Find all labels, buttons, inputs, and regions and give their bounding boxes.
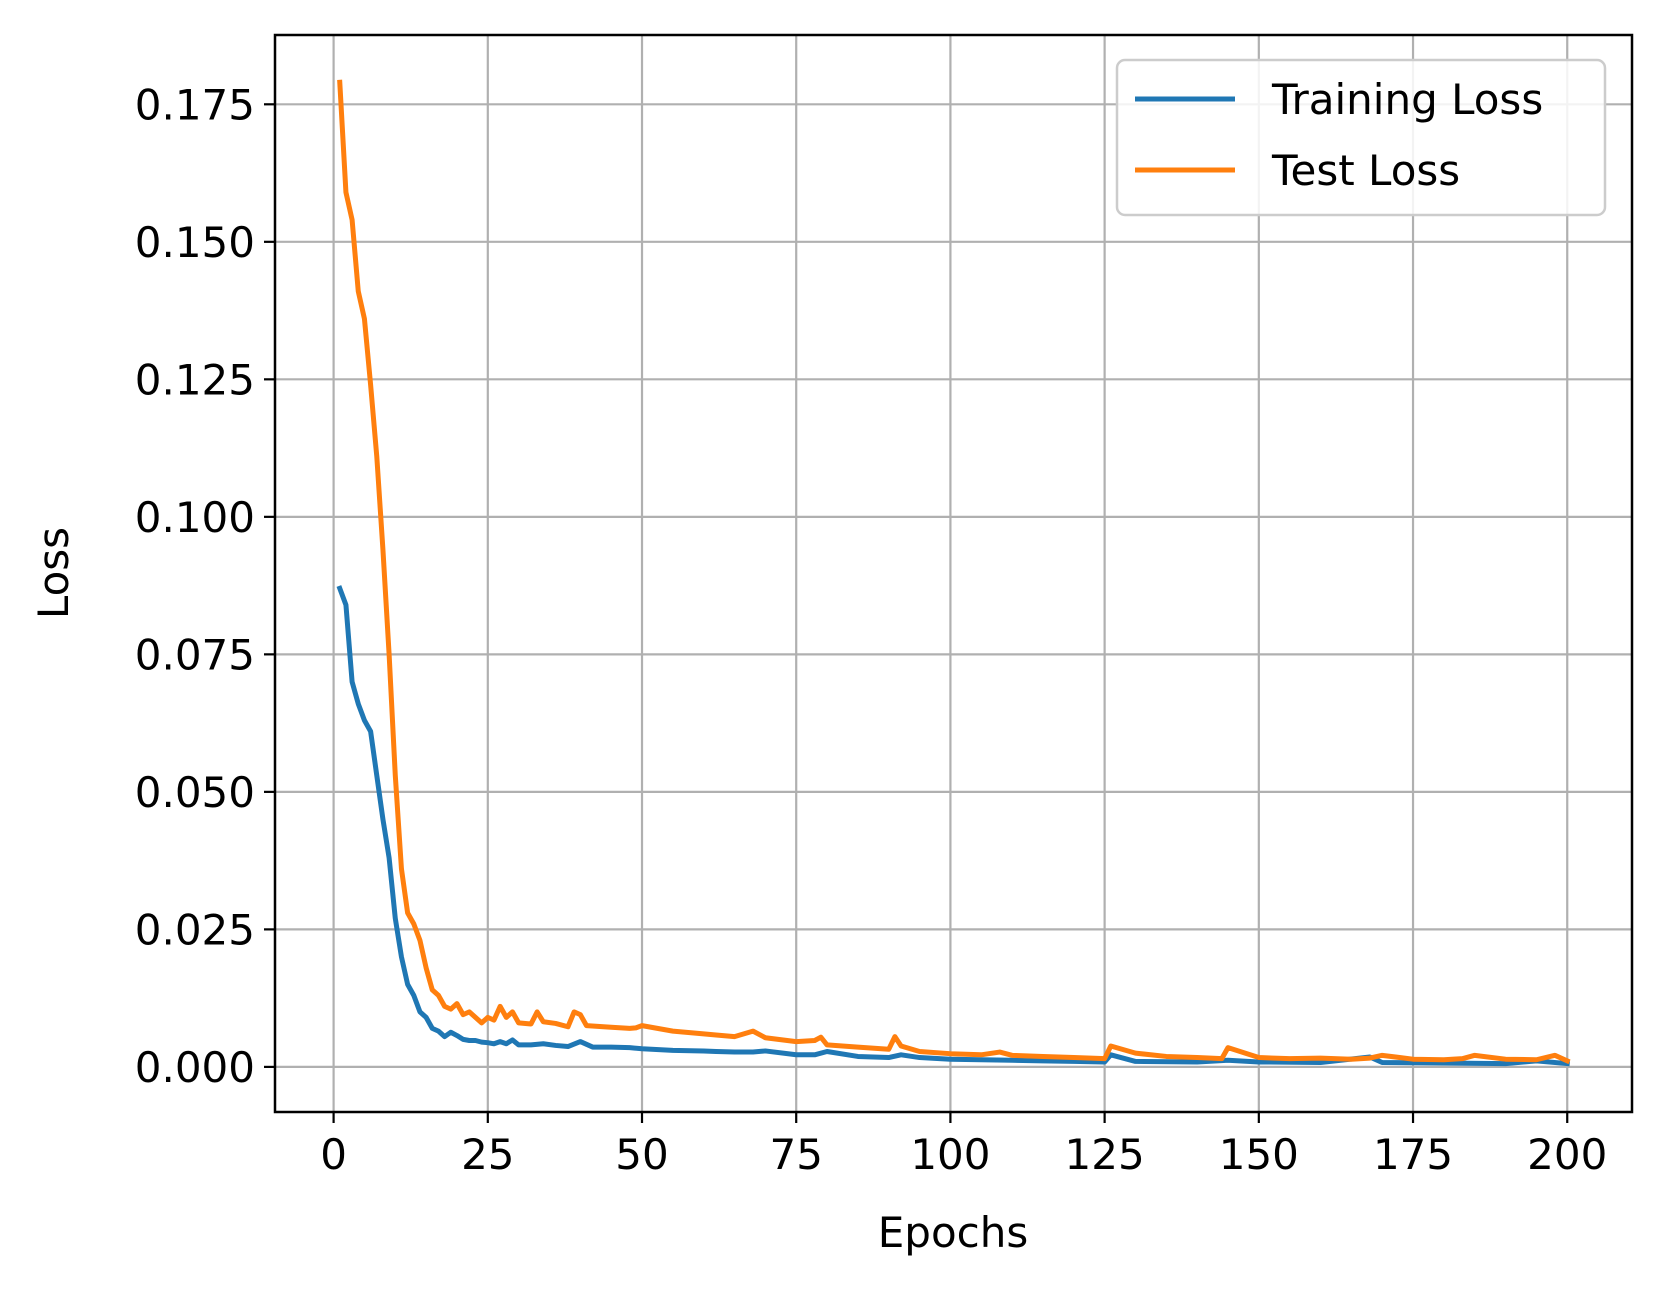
legend-box [1115, 58, 1607, 217]
x-tick-label: 50 [615, 1130, 668, 1179]
axes-frame [273, 33, 1634, 1114]
tick-layer: 0 25 50 75 100 125 150 175 200 0.000 0.025 0.050 0.0… [135, 80, 1608, 1179]
y-tick-label: 0.175 [135, 80, 255, 129]
y-tick-label: 0.050 [135, 768, 255, 817]
y-tick-label: 0.150 [135, 218, 255, 267]
y-tick-label: 0.025 [135, 905, 255, 954]
x-tick-label: 75 [769, 1130, 822, 1179]
legend: Training Loss Test Loss [1115, 58, 1607, 217]
x-tick-label: 0 [320, 1130, 347, 1179]
y-tick-label: 0.075 [135, 630, 255, 679]
y-tick-label: 0.100 [135, 493, 255, 542]
x-tick-label: 175 [1373, 1130, 1453, 1179]
legend-label-test-loss: Test Loss [1271, 146, 1460, 195]
x-tick-label: 100 [910, 1130, 990, 1179]
x-tick-label: 25 [461, 1130, 514, 1179]
legend-label-training-loss: Training Loss [1271, 75, 1543, 124]
x-tick-label: 150 [1219, 1130, 1299, 1179]
y-axis-label: Loss [29, 527, 78, 619]
y-tick-label: 0.000 [135, 1043, 255, 1092]
x-tick-label: 125 [1065, 1130, 1145, 1179]
x-tick-label: 200 [1527, 1130, 1607, 1179]
x-axis-label: Epochs [878, 1208, 1029, 1257]
series-layer [336, 79, 1571, 1067]
series-line-training-loss [336, 585, 1570, 1067]
y-tick-label: 0.125 [135, 355, 255, 404]
series-line-test-loss [337, 79, 1571, 1065]
